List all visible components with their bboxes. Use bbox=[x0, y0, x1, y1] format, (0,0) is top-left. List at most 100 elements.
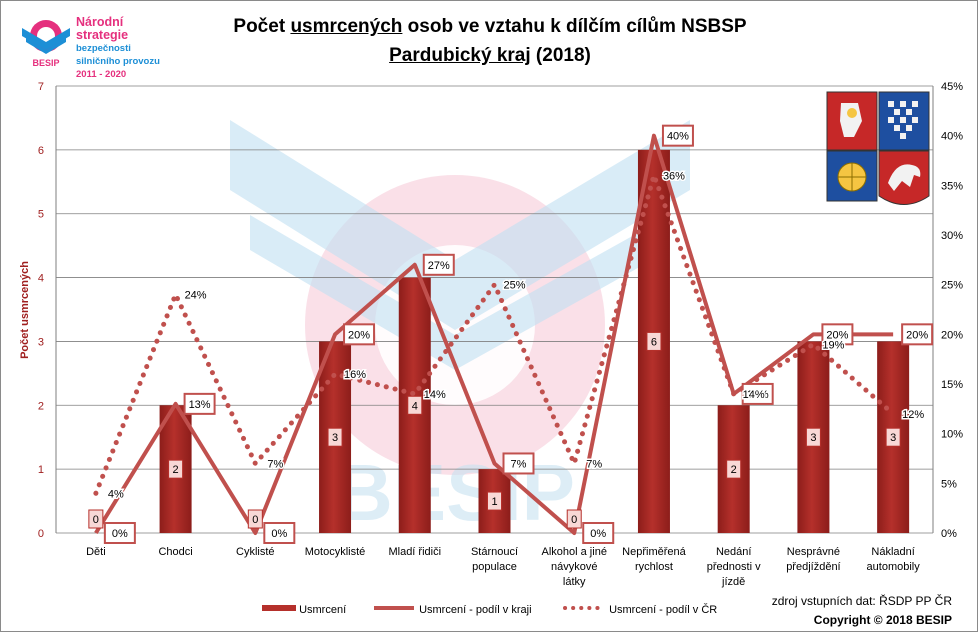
legend-dot-swatch bbox=[563, 606, 606, 610]
x-category-label: jízdě bbox=[721, 576, 745, 588]
bar-label-box bbox=[247, 509, 263, 529]
region-share-label: 0% bbox=[112, 528, 128, 540]
x-category-label: automobily bbox=[867, 561, 921, 573]
region-share-label: 20% bbox=[826, 329, 848, 341]
region-label-box bbox=[103, 522, 136, 544]
legend-label: Usmrcení bbox=[299, 604, 347, 616]
cr-share-label: 7% bbox=[267, 458, 283, 470]
copyright-line: Copyright © 2018 BESIP bbox=[813, 613, 952, 627]
x-category-label: Chodci bbox=[158, 546, 192, 558]
cr-share-label: 24% bbox=[185, 290, 207, 302]
cr-share-label: 19% bbox=[822, 339, 844, 351]
x-category-label: Stárnoucí bbox=[471, 546, 518, 558]
region-label-box bbox=[422, 253, 455, 276]
region-share-label: 20% bbox=[906, 329, 928, 341]
y-tick-label: 6 bbox=[38, 145, 44, 157]
title-line2: Pardubický kraj (2018) bbox=[389, 45, 591, 66]
bar-value-label: 4 bbox=[412, 400, 418, 412]
y2-tick-label: 10% bbox=[941, 429, 963, 441]
besip-logo: BESIP Národní strategie bezpečnosti siln… bbox=[18, 16, 178, 80]
x-category-label: Nesprávné bbox=[787, 546, 840, 558]
y2-tick-label: 20% bbox=[941, 329, 963, 341]
bar-value-label: 1 bbox=[491, 496, 497, 508]
bar-label-box bbox=[327, 427, 343, 447]
source-line: zdroj vstupních dat: ŘSDP PP ČR bbox=[771, 594, 952, 608]
line-series-cr bbox=[93, 172, 896, 496]
region-share-label: 14% bbox=[747, 389, 769, 401]
besip-emblem-icon: BESIP bbox=[22, 20, 70, 68]
bar-label-box bbox=[566, 509, 582, 529]
y2-tick-label: 30% bbox=[941, 230, 963, 242]
watermark-wing bbox=[230, 120, 690, 330]
bar-value-label: 0 bbox=[571, 514, 577, 526]
y2-tick-label: 0% bbox=[941, 528, 957, 540]
region-label-box bbox=[183, 392, 216, 415]
region-label-box bbox=[502, 452, 535, 475]
legend-item: Usmrcení - podíl v ČR bbox=[562, 603, 717, 616]
source-note: zdroj vstupních dat: ŘSDP PP ČR Copyrigh… bbox=[772, 592, 952, 630]
y2-tick-label: 40% bbox=[941, 131, 963, 143]
y2-tick-label: 5% bbox=[941, 478, 957, 490]
y-tick-label: 3 bbox=[38, 336, 44, 348]
y2-tick-label: 15% bbox=[941, 379, 963, 391]
y-tick-label: 7 bbox=[38, 81, 44, 93]
logo-line2: bezpečnosti bbox=[76, 43, 131, 54]
legend-bar-swatch bbox=[262, 605, 296, 611]
x-category-label: Nákladní bbox=[871, 546, 914, 558]
y2-tick-label: 35% bbox=[941, 180, 963, 192]
x-category-label: Mladí řidiči bbox=[388, 546, 441, 558]
x-category-label: Nepřiměřená bbox=[622, 546, 686, 558]
y-tick-label: 0 bbox=[38, 528, 44, 540]
bar-label-box bbox=[487, 491, 502, 511]
logo-line3: silničního provozu bbox=[76, 56, 160, 67]
x-category-label: Nedání bbox=[716, 546, 751, 558]
y-tick-label: 4 bbox=[38, 273, 44, 285]
region-label-box bbox=[661, 124, 694, 147]
y-tick-label: 1 bbox=[38, 464, 44, 476]
x-category-label: přednosti v bbox=[707, 561, 761, 573]
region-share-label: 0% bbox=[590, 528, 606, 540]
x-category-label: rychlost bbox=[635, 561, 673, 573]
bar-label-box bbox=[805, 427, 821, 447]
region-label-box bbox=[741, 382, 774, 405]
x-category-label: Cyklisté bbox=[236, 546, 275, 558]
y-axis-title: Počet usmrcených bbox=[19, 261, 31, 359]
title-line1: Počet usmrcených osob ve vztahu k dílčím… bbox=[233, 16, 747, 37]
bar-label-box bbox=[646, 331, 662, 351]
region-label-box bbox=[821, 323, 854, 346]
bar-value-label: 3 bbox=[810, 432, 816, 444]
bar-value-label: 2 bbox=[173, 464, 179, 476]
besip-brand-text: BESIP bbox=[32, 58, 59, 68]
cr-share-label: 12% bbox=[902, 409, 924, 421]
line-series-region bbox=[94, 133, 894, 535]
x-category-label: předjíždění bbox=[786, 561, 840, 573]
logo-text: Národní strategie bezpečnosti silničního… bbox=[76, 16, 178, 81]
bar-label-box bbox=[168, 459, 184, 479]
x-category-label: návykové bbox=[551, 561, 597, 573]
region-share-label: 27% bbox=[428, 260, 450, 272]
chart-title: Počet usmrcených osob ve vztahu k dílčím… bbox=[190, 12, 790, 70]
bar-value-label: 0 bbox=[252, 514, 258, 526]
bar-value-label: 2 bbox=[731, 464, 737, 476]
y2-tick-label: 45% bbox=[941, 81, 963, 93]
region-label-box bbox=[901, 323, 934, 346]
cr-share-label: 16% bbox=[344, 369, 366, 381]
bar-label-box bbox=[726, 459, 742, 479]
cr-share-label: 36% bbox=[663, 170, 685, 182]
legend-line-swatch bbox=[374, 606, 414, 610]
logo-line4: 2011 - 2020 bbox=[76, 69, 127, 80]
bar-value-label: 6 bbox=[651, 336, 657, 348]
x-category-label: Děti bbox=[86, 546, 106, 558]
y-tick-label: 5 bbox=[38, 209, 44, 221]
cr-share-label: 14% bbox=[743, 389, 765, 401]
y2-tick-label: 25% bbox=[941, 280, 963, 292]
region-share-label: 7% bbox=[511, 458, 527, 470]
bar-label-box bbox=[88, 509, 104, 529]
region-share-label: 13% bbox=[189, 399, 211, 411]
x-category-label: Motocyklisté bbox=[305, 546, 366, 558]
legend-item: Usmrcení bbox=[262, 603, 346, 616]
region-label-box bbox=[263, 522, 296, 544]
x-category-label: Alkohol a jiné bbox=[542, 546, 607, 558]
bar-value-label: 3 bbox=[890, 432, 896, 444]
